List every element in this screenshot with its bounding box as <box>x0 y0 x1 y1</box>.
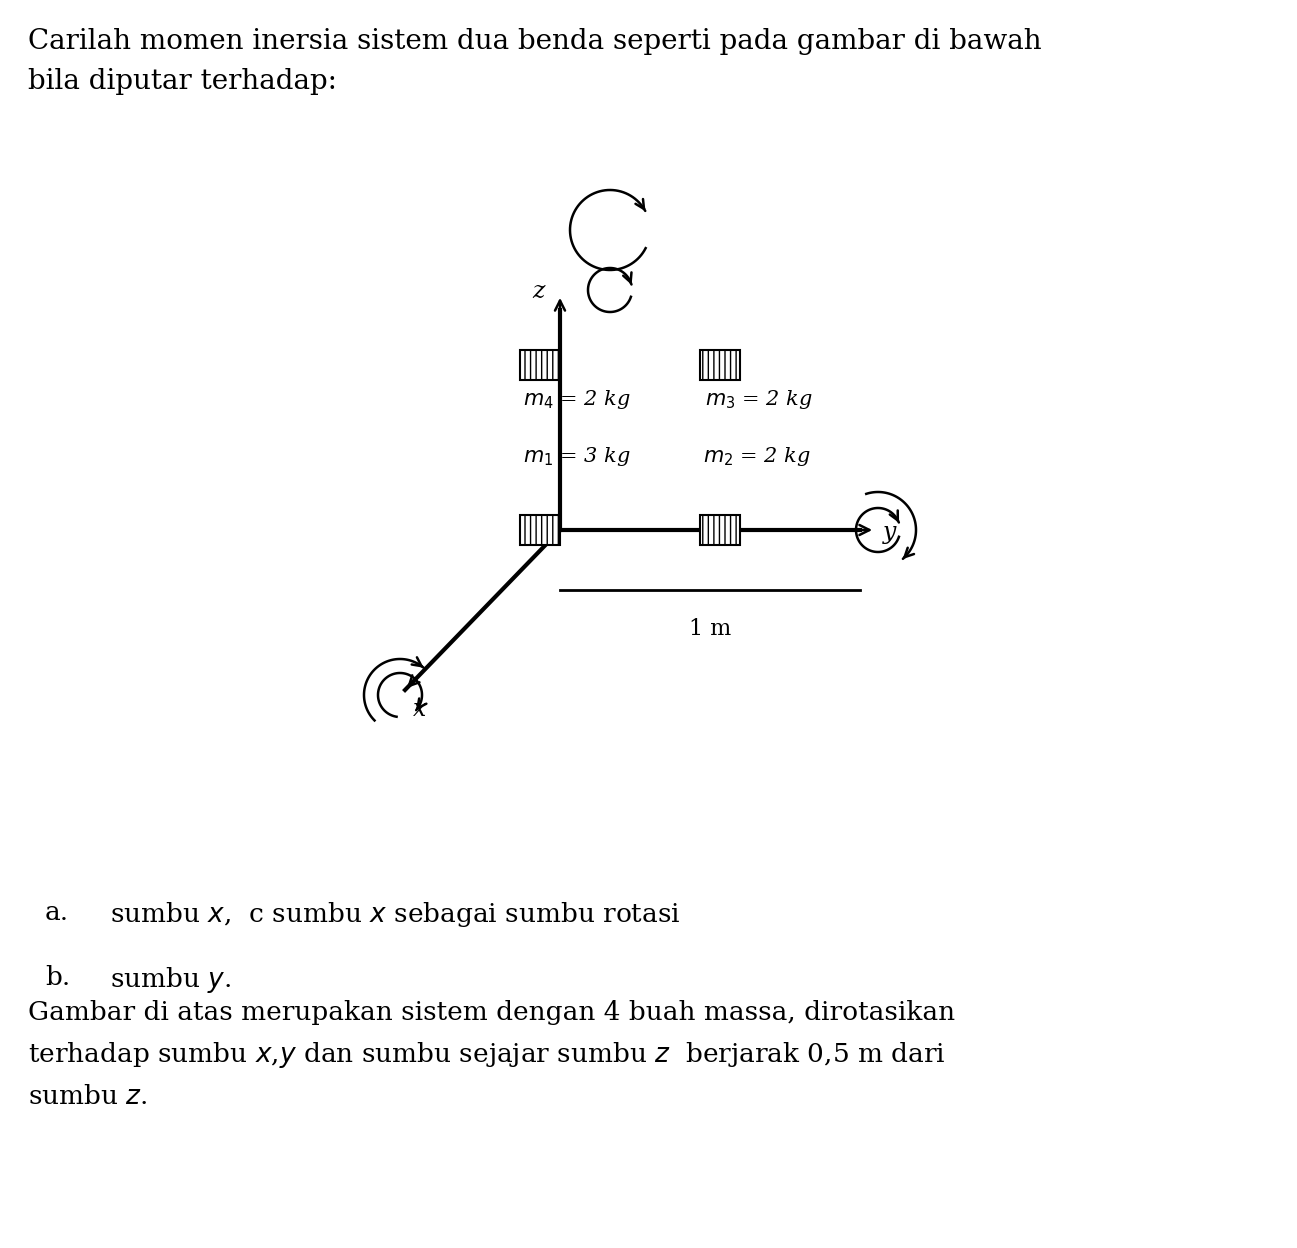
Bar <box>520 515 560 545</box>
Text: $m_2$ = 2 kg: $m_2$ = 2 kg <box>703 446 811 468</box>
Text: sumbu $y$.: sumbu $y$. <box>110 965 231 995</box>
Text: $m_1$ = 3 kg: $m_1$ = 3 kg <box>523 446 632 468</box>
Text: y: y <box>883 520 896 543</box>
Text: $m_4$ = 2 kg: $m_4$ = 2 kg <box>523 388 632 411</box>
Bar <box>700 515 741 545</box>
Bar <box>700 349 741 379</box>
Text: Gambar di atas merupakan sistem dengan 4 buah massa, dirotasikan
terhadap sumbu : Gambar di atas merupakan sistem dengan 4… <box>29 1000 955 1109</box>
Bar <box>520 349 560 379</box>
Text: b.: b. <box>45 965 70 990</box>
Text: 1 m: 1 m <box>689 618 732 640</box>
Text: a.: a. <box>45 900 69 925</box>
Text: $m_3$ = 2 kg: $m_3$ = 2 kg <box>706 388 813 411</box>
Text: sumbu $x$,  c sumbu $x$ sebagai sumbu rotasi: sumbu $x$, c sumbu $x$ sebagai sumbu rot… <box>110 900 681 929</box>
Text: x: x <box>414 699 427 721</box>
Text: Carilah momen inersia sistem dua benda seperti pada gambar di bawah
bila diputar: Carilah momen inersia sistem dua benda s… <box>29 27 1041 95</box>
Text: z: z <box>532 281 545 303</box>
